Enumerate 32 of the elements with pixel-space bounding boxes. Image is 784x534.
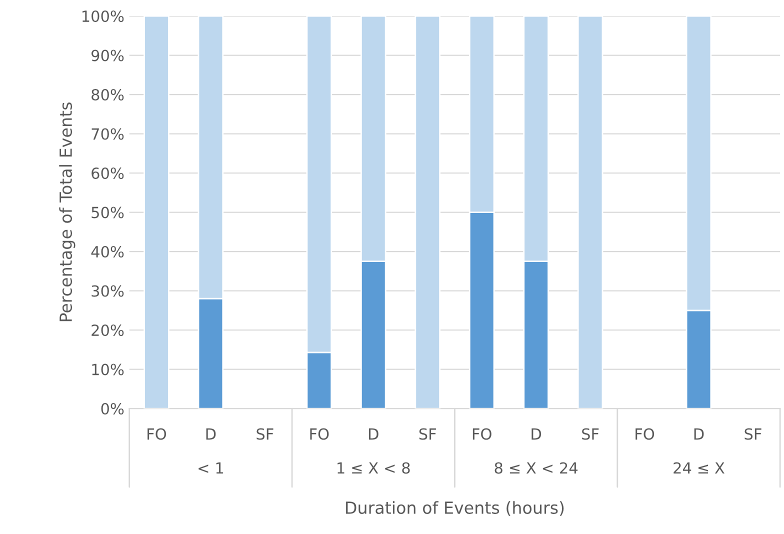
x-tick-label: FO: [636, 428, 654, 440]
x-tick-label: D: [206, 428, 216, 440]
y-tick-label: 70%: [92, 128, 124, 140]
text: 24 ≤ X: [674, 462, 724, 474]
text: 8 ≤ X < 24: [494, 462, 578, 474]
x-tick-label: FO: [148, 428, 166, 440]
y-tick-label: 50%: [92, 206, 124, 218]
x-tick-label: SF: [744, 428, 762, 440]
y-tick-label: 40%: [91, 246, 124, 258]
y-tick-label: 0%: [101, 402, 124, 415]
bar: [414, 16, 441, 409]
x-tick-label: FO: [472, 428, 492, 440]
y-axis-title: Percentage of Total Events: [59, 102, 76, 322]
x-tick-label: SF: [256, 428, 274, 440]
x-tick-label: D: [694, 428, 704, 440]
x-tick-label: D: [532, 428, 542, 440]
x-axis-title: Duration of Events (hours): [346, 501, 564, 516]
x-tick-label: D: [368, 428, 378, 440]
bar: [577, 16, 604, 409]
bar: [144, 16, 170, 409]
y-tick-label: 60%: [92, 167, 124, 180]
x-tick-label: SF: [582, 428, 599, 440]
x-tick-label: FO: [310, 428, 329, 440]
y-tick-label: 10%: [92, 364, 124, 376]
x-tick-label: SF: [419, 428, 436, 440]
y-tick-label: 30%: [92, 285, 124, 297]
y-tick-label: 90%: [92, 50, 124, 62]
y-tick-label: 100%: [82, 10, 124, 22]
y-tick-label: 80%: [92, 88, 124, 101]
text: < 1: [198, 462, 223, 474]
text: 1 ≤ X < 8: [338, 462, 410, 474]
y-tick-label: 20%: [92, 324, 124, 336]
